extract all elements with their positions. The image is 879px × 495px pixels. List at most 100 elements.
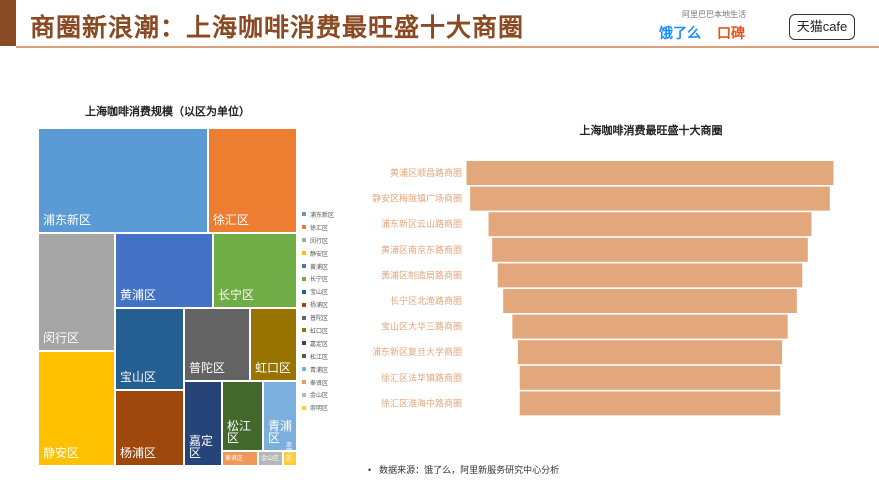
legend-item: 松江区 xyxy=(302,350,346,363)
legend-item: 宝山区 xyxy=(302,285,346,298)
funnel-category-label: 徐汇区淮海中路商圈 xyxy=(381,397,462,409)
legend-swatch xyxy=(302,315,306,320)
treemap-cell-label: 青浦区 xyxy=(268,418,293,446)
legend-swatch xyxy=(302,392,306,397)
legend-item: 杨浦区 xyxy=(302,298,346,311)
treemap-cell: 崇明区 xyxy=(283,442,297,466)
legend-label: 静安区 xyxy=(310,251,329,258)
treemap-cell: 松江区 xyxy=(222,381,263,451)
legend-swatch xyxy=(302,328,306,333)
funnel-category-label: 宝山区大华三路商圈 xyxy=(381,321,462,333)
funnel-category-label: 长宁区北渔路商圈 xyxy=(390,295,462,307)
treemap-cell-label: 崇明区 xyxy=(286,442,293,462)
logo-tagline: 阿里巴巴本地生活 xyxy=(682,10,746,19)
funnel-bar xyxy=(517,340,783,365)
treemap-cell: 宝山区 xyxy=(115,308,184,390)
legend-label: 杨浦区 xyxy=(310,303,329,310)
legend-swatch xyxy=(302,405,306,410)
legend-swatch xyxy=(302,354,306,359)
treemap-cell-label: 普陀区 xyxy=(189,361,226,376)
legend-swatch xyxy=(302,289,306,294)
source-note: • 数据来源：饿了么，阿里新服务研究中心分析 xyxy=(368,463,559,476)
treemap-cell-label: 浦东新区 xyxy=(43,213,92,228)
legend-item: 青浦区 xyxy=(302,363,346,376)
treemap-cell: 青浦区 xyxy=(263,381,297,451)
legend-item: 普陀区 xyxy=(302,311,346,324)
treemap-cell: 黄浦区 xyxy=(115,233,213,308)
legend-item: 静安区 xyxy=(302,247,346,260)
eleme-logo: 饿了么 xyxy=(659,25,701,41)
legend-label: 宝山区 xyxy=(310,290,329,297)
treemap-cell: 静安区 xyxy=(38,351,115,466)
funnel-bar xyxy=(512,314,788,339)
title-divider xyxy=(16,46,879,48)
funnel-category-label: 黄浦区南京东路商圈 xyxy=(381,244,462,256)
treemap-title: 上海咖啡消费规模（以区为单位） xyxy=(85,106,250,118)
legend-item: 嘉定区 xyxy=(302,337,346,350)
legend-swatch xyxy=(302,302,306,307)
legend-label: 松江区 xyxy=(310,354,329,361)
funnel-bar xyxy=(519,391,781,416)
legend-item: 徐汇区 xyxy=(302,221,346,234)
funnel-chart: 黄浦区顺昌路商圈静安区梅陇镇广场商圈浦东新区云山路商圈黄浦区南京东路商圈黄浦区制… xyxy=(372,161,834,416)
source-note-text: 数据来源：饿了么，阿里新服务研究中心分析 xyxy=(379,465,560,475)
legend-swatch xyxy=(302,380,306,385)
legend-label: 普陀区 xyxy=(310,316,329,323)
treemap-cell: 虹口区 xyxy=(250,308,297,381)
legend-label: 嘉定区 xyxy=(310,341,329,348)
treemap-cell-label: 宝山区 xyxy=(120,370,157,385)
funnel-category-label: 徐汇区法华镇路商圈 xyxy=(381,372,462,384)
treemap-legend: 浦东新区徐汇区闵行区静安区黄浦区长宁区宝山区杨浦区普陀区 虹口区嘉定区松江区青浦区… xyxy=(302,208,346,414)
treemap-cell-label: 黄浦区 xyxy=(120,288,157,303)
legend-label: 崇明区 xyxy=(310,406,329,413)
legend-label: 徐汇区 xyxy=(310,225,329,232)
treemap-cell-label: 闵行区 xyxy=(43,331,80,346)
treemap-chart: 浦东新区 徐汇区闵行区静安区 黄浦区 长宁区宝山区杨浦区 普陀区 虹口区嘉定区松江区青浦区… xyxy=(38,128,297,466)
legend-swatch xyxy=(302,367,306,372)
treemap-cell-label: 嘉定区 xyxy=(189,433,214,461)
legend-swatch xyxy=(302,238,306,243)
treemap-cell-label: 长宁区 xyxy=(218,288,255,303)
tmall-cafe-logo: 天猫cafe xyxy=(789,14,855,40)
treemap-cell-label: 虹口区 xyxy=(255,361,292,376)
legend-item: 崇明区 xyxy=(302,401,346,414)
legend-item: 虹口区 xyxy=(302,324,346,337)
funnel-bar xyxy=(492,237,808,262)
legend-item: 长宁区 xyxy=(302,272,346,285)
legend-label: 奉贤区 xyxy=(310,380,329,387)
legend-label: 浦东新区 xyxy=(310,212,335,219)
funnel-category-label: 浦东新区云山路商圈 xyxy=(381,218,462,230)
legend-swatch xyxy=(302,212,306,217)
legend-label: 闵行区 xyxy=(310,238,329,245)
funnel-bar xyxy=(519,365,781,390)
treemap-cell: 闵行区 xyxy=(38,233,115,351)
logo-area: 阿里巴巴本地生活 饿了么 口碑 天猫cafe xyxy=(655,8,855,42)
treemap-cell: 嘉定区 xyxy=(184,381,222,466)
funnel-category-label: 黄浦区顺昌路商圈 xyxy=(390,167,462,179)
koubei-logo: 口碑 xyxy=(717,25,745,41)
treemap-cell-label: 松江区 xyxy=(227,418,252,446)
treemap-cell-label: 金山区 xyxy=(261,454,280,462)
legend-label: 长宁区 xyxy=(310,277,329,284)
funnel-bar xyxy=(488,212,812,237)
legend-item: 金山区 xyxy=(302,388,346,401)
funnel-bar xyxy=(470,186,830,211)
treemap-cell-label: 杨浦区 xyxy=(120,446,157,461)
legend-item: 奉贤区 xyxy=(302,376,346,389)
funnel-category-label: 黄浦区制造局路商圈 xyxy=(381,269,462,281)
page-title: 商圈新浪潮：上海咖啡消费最旺盛十大商圈 xyxy=(30,13,525,42)
legend-item: 黄浦区 xyxy=(302,260,346,273)
funnel-category-label: 静安区梅陇镇广场商圈 xyxy=(372,193,462,205)
legend-label: 黄浦区 xyxy=(310,264,329,271)
treemap-cell-label: 静安区 xyxy=(43,446,80,461)
legend-swatch xyxy=(302,341,306,346)
treemap-cell: 杨浦区 xyxy=(115,390,184,466)
legend-swatch xyxy=(302,251,306,256)
legend-swatch xyxy=(302,276,306,281)
legend-label: 金山区 xyxy=(310,393,329,400)
funnel-bar xyxy=(466,161,834,185)
legend-swatch xyxy=(302,264,306,268)
treemap-cell: 普陀区 xyxy=(184,308,250,381)
legend-swatch xyxy=(302,225,306,230)
treemap-cell-label: 徐汇区 xyxy=(213,213,250,228)
